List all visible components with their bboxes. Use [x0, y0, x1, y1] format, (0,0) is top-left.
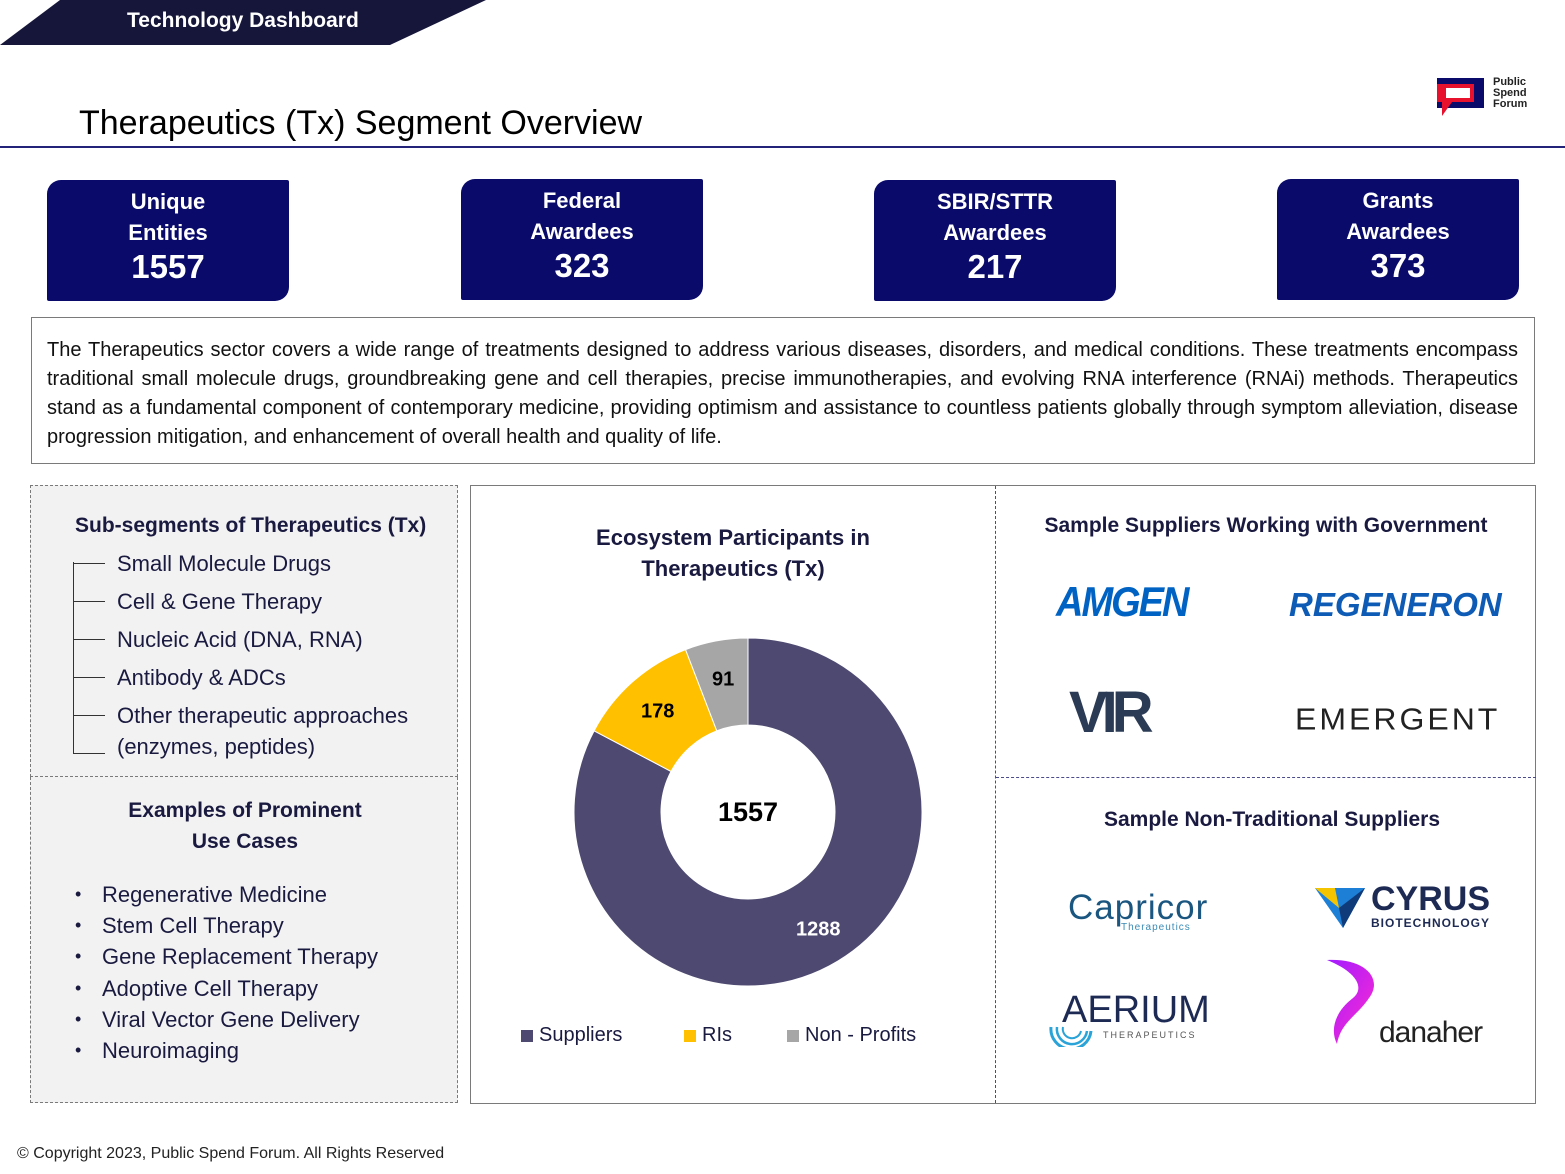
chart-title: Ecosystem Participants in Therapeutics (… [596, 525, 870, 581]
suppliers-title: Sample Suppliers Working with Government [1044, 514, 1488, 537]
cyrus-tagline: BIOTECHNOLOGY [1371, 916, 1491, 930]
subsegments-panel: Sub-segments of Therapeutics (Tx) Small … [30, 485, 458, 777]
tree-branch [73, 601, 105, 602]
kpi-value: 217 [967, 248, 1023, 285]
banner-label: Technology Dashboard [127, 9, 359, 32]
copyright-footer: © Copyright 2023, Public Spend Forum. Al… [17, 1145, 445, 1162]
kpi-value: 373 [1370, 247, 1426, 284]
aerium-tagline: THERAPEUTICS [1103, 1030, 1197, 1040]
kpi-label: Unique Entities [128, 189, 208, 245]
emergent-logo: EMERGENT [1295, 701, 1501, 737]
use-cases-panel: Examples of Prominent Use Cases Regenera… [30, 777, 458, 1103]
kpi-grants-awardees: Grants Awardees 373 [1277, 179, 1519, 300]
use-case-item: Regenerative Medicine [75, 879, 378, 910]
tree-branch [73, 715, 105, 716]
subsegment-item: (enzymes, peptides) [117, 734, 316, 759]
use-case-item: Stem Cell Therapy [75, 910, 378, 941]
legend-swatch [684, 1029, 696, 1042]
segment-description: The Therapeutics sector covers a wide ra… [31, 317, 1535, 464]
tree-branch [73, 753, 105, 754]
subsegment-item: Other therapeutic approaches [117, 703, 409, 728]
logo-icon [1437, 78, 1484, 116]
legend-item-non-profits: Non - Profits [787, 1024, 916, 1047]
subsegment-item: Antibody & ADCs [117, 665, 286, 690]
cyrus-logo: CYRUS [1371, 880, 1491, 918]
use-case-item: Gene Replacement Therapy [75, 941, 378, 972]
use-case-item: Neuroimaging [75, 1035, 378, 1066]
use-cases-title: Examples of Prominent Use Cases [128, 799, 362, 853]
panel-divider-vertical [995, 486, 996, 1103]
slice-suppliers [573, 637, 923, 987]
tree-connector [73, 562, 74, 754]
title-divider [0, 146, 1565, 148]
legend-label: Suppliers [539, 1024, 623, 1046]
legend-label: Non - Profits [805, 1024, 917, 1046]
legend-label: RIs [702, 1024, 732, 1046]
data-label: 91 [712, 668, 734, 690]
subsegment-item: Cell & Gene Therapy [117, 589, 323, 614]
kpi-label: Grants Awardees [1346, 188, 1450, 244]
page-title: Therapeutics (Tx) Segment Overview [79, 104, 643, 142]
subsegments-title: Sub-segments of Therapeutics (Tx) [75, 514, 427, 537]
legend-item-ris: RIs [684, 1024, 732, 1047]
kpi-federal-awardees: Federal Awardees 323 [461, 179, 703, 300]
logo-text: Public Spend Forum [1493, 76, 1528, 110]
use-case-item: Viral Vector Gene Delivery [75, 1004, 378, 1035]
use-cases-list: Regenerative Medicine Stem Cell Therapy … [75, 879, 378, 1066]
kpi-label: SBIR/STTR Awardees [936, 189, 1054, 245]
legend-swatch [521, 1029, 533, 1042]
danaher-icon [1327, 959, 1374, 1044]
data-label: 178 [641, 700, 674, 722]
capricor-tagline: Therapeutics [1121, 922, 1191, 933]
donut-center-total: 1557 [718, 797, 778, 827]
legend-item-suppliers: Suppliers [521, 1024, 622, 1047]
danaher-logo: danaher [1379, 1016, 1483, 1049]
tree-branch [73, 639, 105, 640]
use-case-item: Adoptive Cell Therapy [75, 973, 378, 1004]
kpi-value: 323 [554, 247, 610, 284]
kpi-label: Federal Awardees [530, 188, 634, 244]
non-traditional-title: Sample Non-Traditional Suppliers [1103, 808, 1441, 831]
amgen-logo: AMGEN [1056, 579, 1189, 627]
tree-branch [73, 677, 105, 678]
data-label: 1288 [796, 918, 841, 940]
slice-non-profits [684, 637, 749, 732]
vir-logo: VIR [1069, 680, 1154, 745]
tree-branch [73, 563, 105, 564]
panel-divider-horizontal [996, 777, 1536, 778]
kpi-value: 1557 [131, 248, 205, 285]
aerium-icon [1049, 1026, 1093, 1047]
right-panel: Ecosystem Participants in Therapeutics (… [470, 485, 1536, 1104]
regeneron-logo: REGENERON [1289, 586, 1502, 623]
dashboard-banner: Technology Dashboard [0, 0, 486, 45]
subsegment-item: Small Molecule Drugs [117, 551, 331, 576]
public-spend-forum-logo: Public Spend Forum [1434, 76, 1534, 120]
legend-swatch [787, 1029, 799, 1042]
cyrus-icon [1315, 888, 1365, 928]
donut-chart: 1288 178 91 1557 [573, 637, 923, 987]
capricor-logo: Capricor [1068, 888, 1209, 927]
kpi-sbir-sttr-awardees: SBIR/STTR Awardees 217 [874, 180, 1116, 301]
kpi-unique-entities: Unique Entities 1557 [47, 180, 289, 301]
banner-shape [0, 0, 486, 45]
aerium-logo: AERIUM [1062, 989, 1210, 1031]
subsegment-item: Nucleic Acid (DNA, RNA) [117, 627, 363, 652]
